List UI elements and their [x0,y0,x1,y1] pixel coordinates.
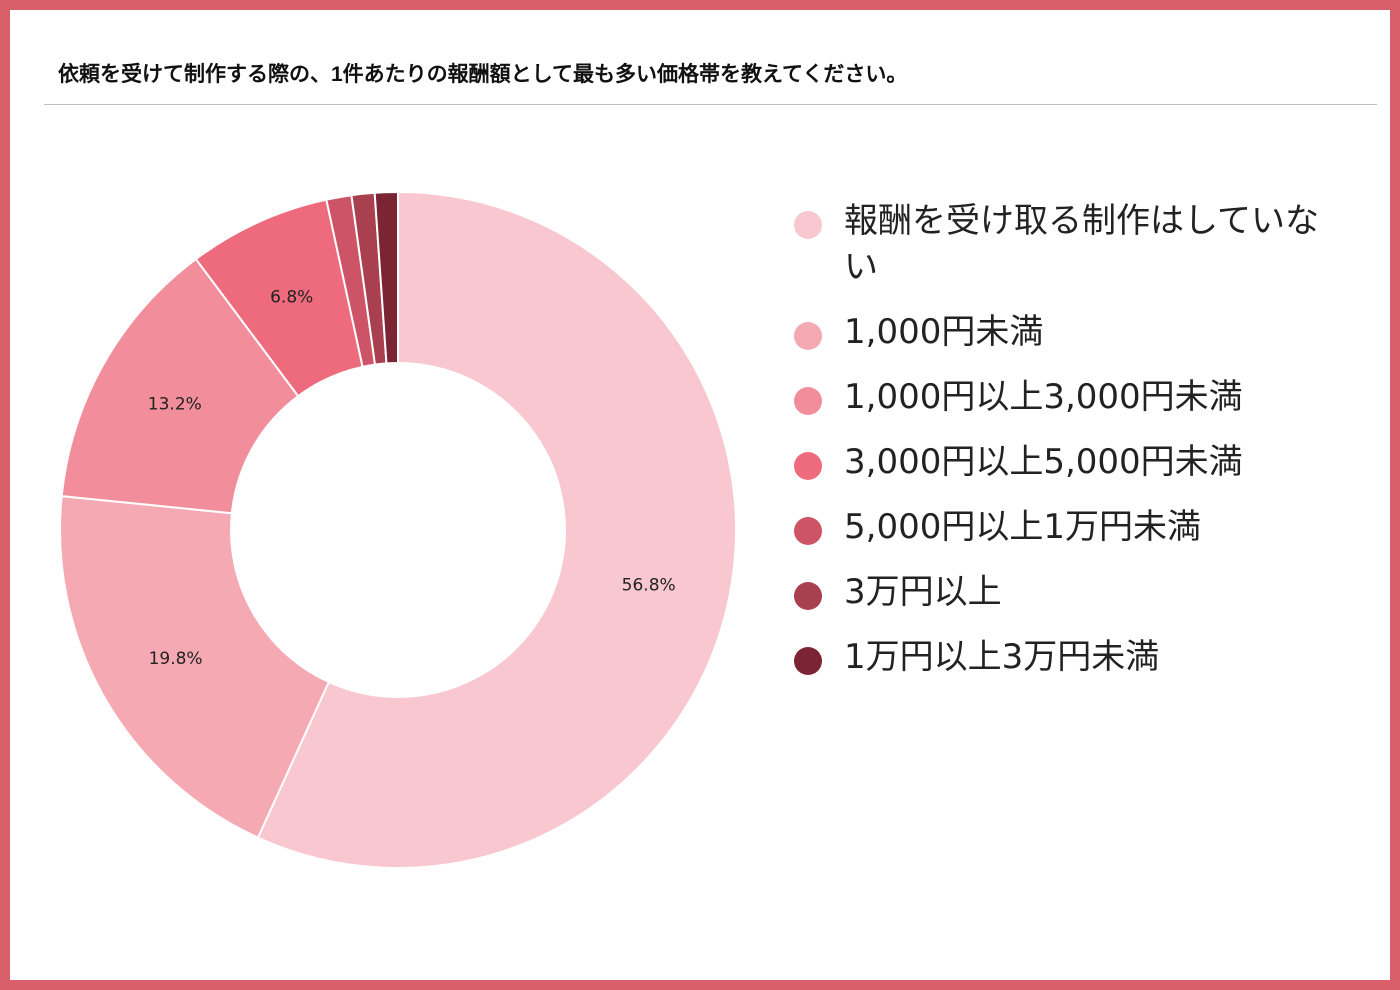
legend-label: 1万円以上3万円未満 [844,637,1160,677]
legend-item-1: 1,000円未満 [790,309,1350,355]
legend-label: 1,000円未満 [844,312,1044,352]
chart-legend: 報酬を受け取る制作はしていない 1,000円未満 1,000円以上3,000円未満 3… [790,198,1350,699]
data-label-2: 13.2% [148,395,202,415]
legend-swatch-icon [794,452,822,480]
legend-item-3: 3,000円以上5,000円未満 [790,439,1350,485]
legend-item-4: 5,000円以上1万円未満 [790,504,1350,550]
legend-swatch-icon [794,387,822,415]
legend-item-2: 1,000円以上3,000円未満 [790,374,1350,420]
legend-swatch-icon [794,322,822,350]
legend-label: 1,000円以上3,000円未満 [844,377,1243,417]
donut-slice-0 [256,190,737,869]
legend-label: 5,000円以上1万円未満 [844,507,1201,547]
legend-item-6: 1万円以上3万円未満 [790,634,1350,680]
legend-label: 3万円以上 [844,572,1002,612]
donut-slice-6 [373,190,399,365]
title-divider [44,104,1377,105]
data-label-1: 19.8% [149,649,203,669]
donut-slice-1 [59,494,331,839]
legend-swatch-icon [794,582,822,610]
legend-swatch-icon [794,647,822,675]
donut-chart: 56.8% 19.8% 13.2% 6.8% [59,190,737,869]
data-label-0: 56.8% [622,575,676,595]
legend-item-0: 報酬を受け取る制作はしていない [790,198,1350,290]
legend-label: 報酬を受け取る制作はしていない [844,201,1319,287]
donut-slice-2 [60,257,300,515]
legend-swatch-icon [794,211,822,239]
legend-item-5: 3万円以上 [790,569,1350,615]
legend-swatch-icon [794,517,822,545]
legend-label: 3,000円以上5,000円未満 [844,442,1243,482]
data-label-3: 6.8% [270,288,313,308]
chart-title: 依頼を受けて制作する際の、1件あたりの報酬額として最も多い価格帯を教えてください… [58,63,908,86]
